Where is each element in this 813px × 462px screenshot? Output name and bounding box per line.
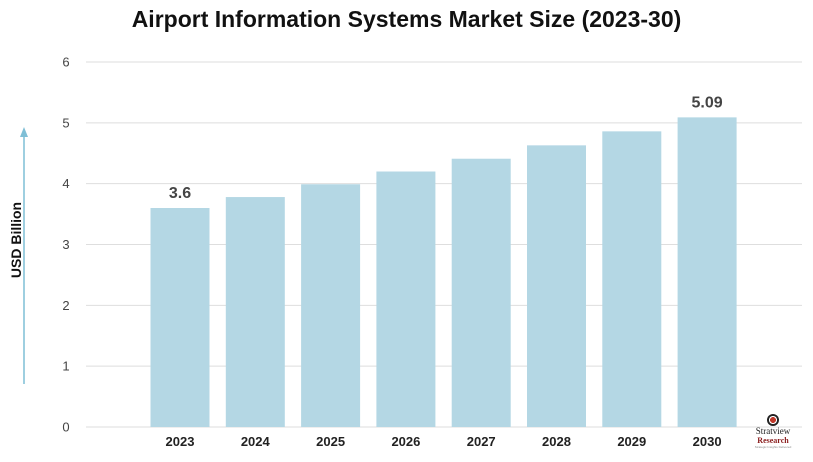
- bar-2029: [602, 131, 662, 427]
- bar-2025: [301, 184, 361, 427]
- chart-title: Airport Information Systems Market Size …: [131, 6, 682, 32]
- target-icon: [767, 414, 779, 426]
- data-label: 3.6: [169, 185, 191, 202]
- x-tick-label: 2025: [316, 434, 345, 449]
- x-tick-label: 2023: [166, 434, 195, 449]
- x-tick-label: 2028: [542, 434, 571, 449]
- x-tick-label: 2029: [617, 434, 646, 449]
- logo-tagline: Strategic Insights Delivered: [754, 445, 792, 449]
- bars: [150, 117, 737, 427]
- y-tick-labels: 0 1 2 3 4 5 6: [62, 55, 69, 435]
- bar-2026: [376, 171, 436, 427]
- bar-2030: [677, 117, 737, 427]
- x-tick-label: 2026: [391, 434, 420, 449]
- y-tick-label: 6: [62, 55, 69, 70]
- arrow-head-icon: [20, 127, 28, 137]
- bar-2024: [225, 197, 285, 427]
- x-tick-label: 2024: [241, 434, 271, 449]
- y-tick-label: 0: [62, 420, 69, 435]
- x-tick-label: 2030: [693, 434, 722, 449]
- y-axis-arrow: [20, 127, 28, 384]
- bar-2028: [527, 145, 586, 427]
- y-tick-label: 2: [62, 298, 69, 313]
- y-tick-label: 1: [62, 359, 69, 374]
- y-tick-label: 5: [62, 115, 69, 130]
- bar-2023: [150, 208, 210, 427]
- bar-2027: [451, 158, 511, 427]
- data-label: 5.09: [692, 94, 723, 111]
- stratview-logo: Stratview Research Strategic Insights De…: [740, 414, 806, 460]
- y-tick-label: 3: [62, 237, 69, 252]
- data-labels: 3.6 5.09: [169, 94, 723, 202]
- logo-subname: Research: [757, 436, 789, 445]
- logo-name: Stratview: [755, 426, 791, 436]
- y-tick-label: 4: [62, 176, 69, 191]
- x-tick-labels: 2023 2024 2025 2026 2027 2028 2029 2030: [166, 434, 722, 449]
- x-tick-label: 2027: [467, 434, 496, 449]
